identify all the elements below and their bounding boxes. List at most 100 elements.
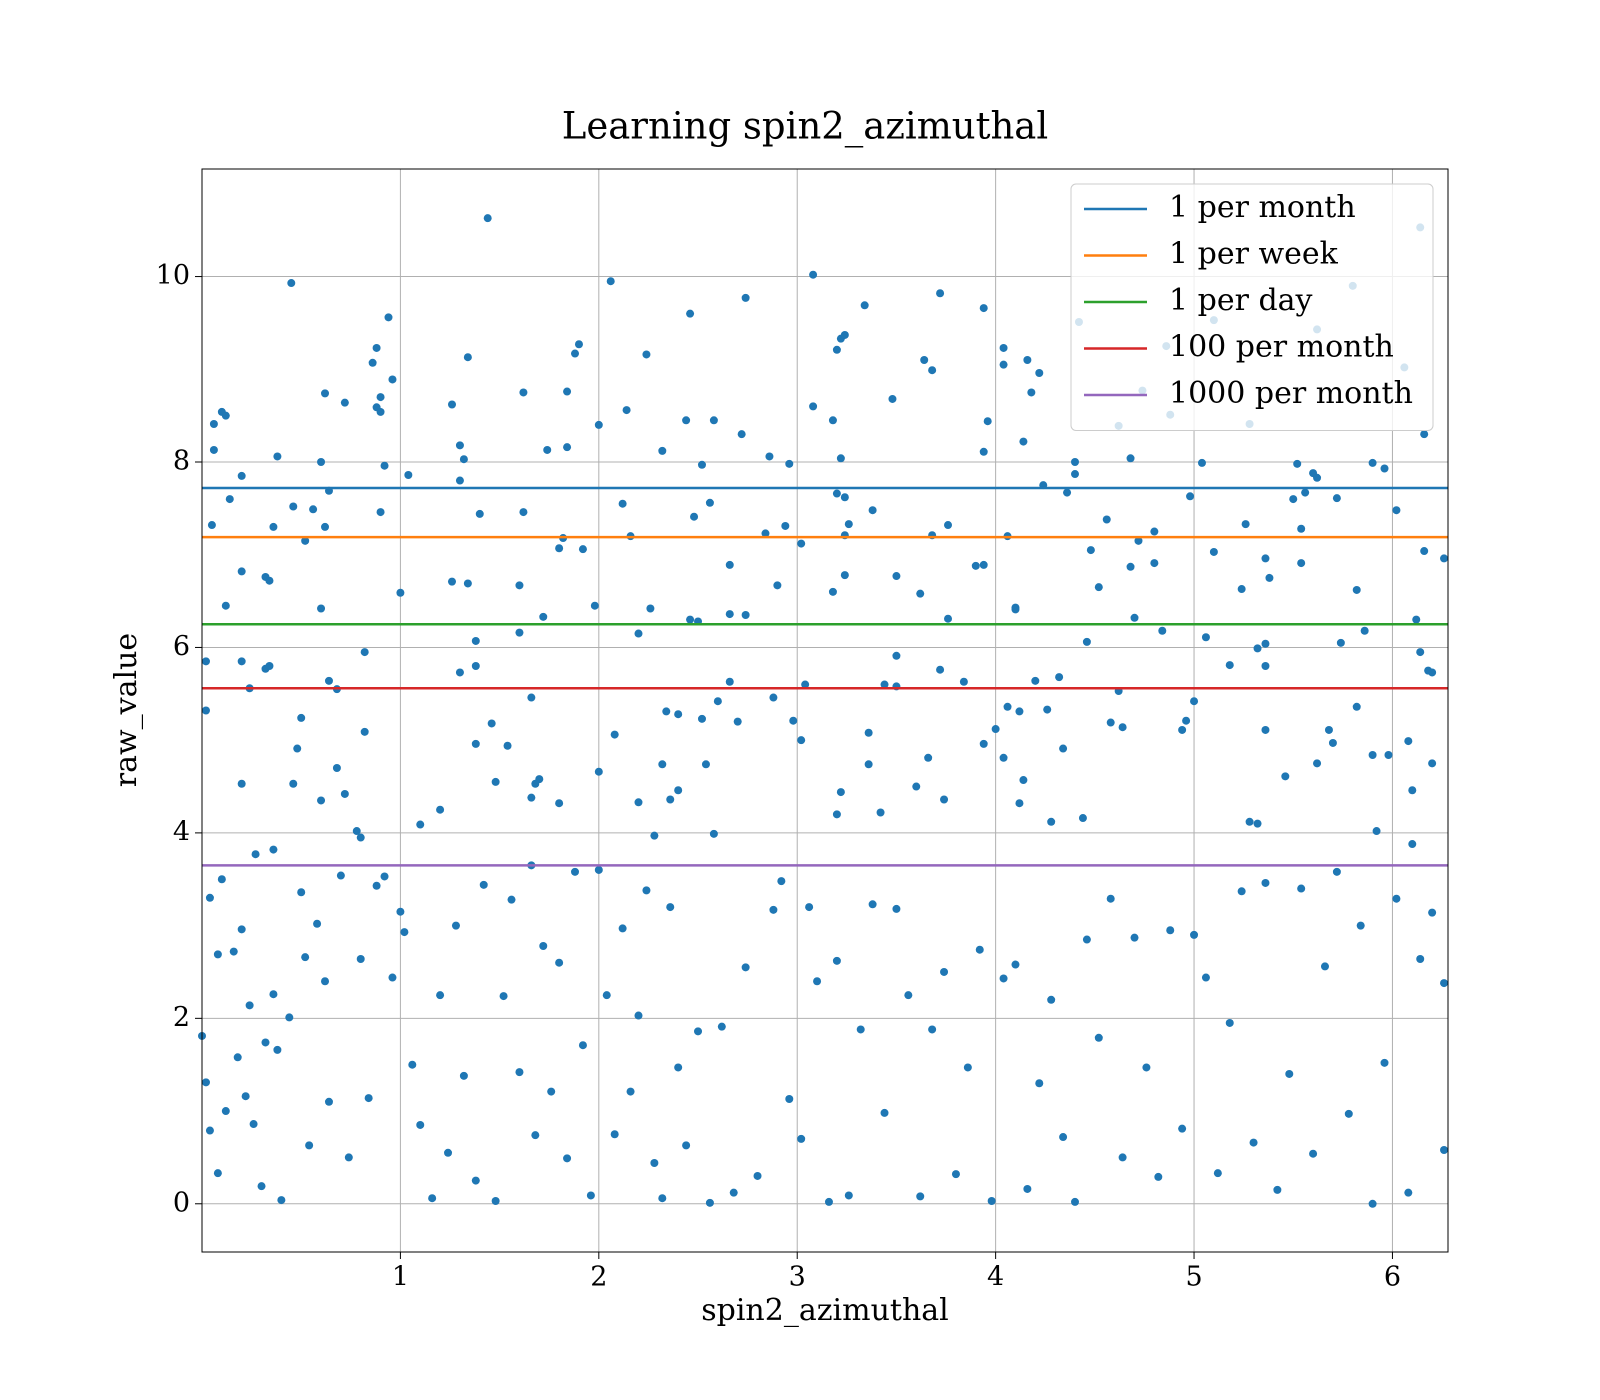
point (1440, 1146, 1449, 1155)
point (237, 567, 246, 576)
point (650, 1158, 659, 1167)
point (1309, 1149, 1318, 1158)
point (725, 610, 734, 619)
point (1094, 1033, 1103, 1042)
point (269, 990, 278, 999)
point (1102, 515, 1111, 524)
legend-label: 1000 per month (1169, 376, 1413, 411)
point (650, 831, 659, 840)
point (1094, 583, 1103, 592)
plot-frame (201, 168, 1449, 1253)
point (713, 697, 722, 706)
x-tick-label: 6 (1384, 1262, 1401, 1293)
point (297, 888, 306, 897)
point (376, 508, 385, 517)
point (809, 402, 818, 411)
point (241, 1092, 250, 1101)
point (1301, 488, 1310, 497)
point (1063, 488, 1072, 497)
point (293, 744, 302, 753)
point (451, 921, 460, 930)
point (1297, 884, 1306, 893)
point (376, 393, 385, 402)
point (725, 677, 734, 686)
point (1297, 524, 1306, 533)
point (979, 447, 988, 456)
point (813, 977, 822, 986)
point (936, 289, 945, 298)
point (376, 407, 385, 416)
point (916, 589, 925, 598)
point (1416, 648, 1425, 657)
point (924, 753, 933, 762)
point (269, 845, 278, 854)
point (741, 963, 750, 972)
point (225, 495, 234, 504)
point (491, 777, 500, 786)
point (305, 1141, 314, 1150)
point (277, 1196, 286, 1205)
point (674, 1063, 683, 1072)
point (928, 366, 937, 375)
point (1261, 554, 1270, 563)
point (868, 506, 877, 515)
point (1126, 562, 1135, 571)
point (317, 796, 326, 805)
point (940, 795, 949, 804)
point (626, 1087, 635, 1096)
point (1360, 626, 1369, 635)
point (646, 604, 655, 613)
point (1440, 979, 1449, 988)
point (543, 445, 552, 454)
point (261, 1038, 270, 1047)
point (1158, 626, 1167, 635)
point (610, 730, 619, 739)
point (666, 795, 675, 804)
point (1142, 1063, 1151, 1072)
point (221, 601, 230, 610)
point (590, 601, 599, 610)
point (1225, 661, 1234, 670)
point (725, 560, 734, 569)
point (372, 881, 381, 890)
point (1019, 776, 1028, 785)
point (1352, 702, 1361, 711)
point (694, 1027, 703, 1036)
point (313, 919, 322, 928)
point (1003, 702, 1012, 711)
point (674, 710, 683, 719)
point (380, 461, 389, 470)
point (289, 502, 298, 511)
point (940, 967, 949, 976)
point (515, 1068, 524, 1077)
point (539, 612, 548, 621)
point (1190, 930, 1199, 939)
point (221, 1107, 230, 1116)
point (1070, 458, 1079, 467)
point (1178, 725, 1187, 734)
point (1213, 1169, 1222, 1178)
x-tick-label: 4 (987, 1262, 1004, 1293)
point (265, 576, 274, 585)
point (936, 665, 945, 674)
point (1428, 908, 1437, 917)
point (662, 707, 671, 716)
point (213, 950, 222, 959)
point (733, 717, 742, 726)
point (785, 1095, 794, 1104)
point (289, 779, 298, 788)
point (1019, 437, 1028, 446)
point (1154, 1172, 1163, 1181)
point (1344, 1109, 1353, 1118)
point (1178, 1124, 1187, 1133)
point (297, 713, 306, 722)
point (1047, 995, 1056, 1004)
point (321, 389, 330, 398)
point (1237, 585, 1246, 594)
point (428, 1194, 437, 1203)
x-tick-label: 5 (1185, 1262, 1202, 1293)
point (828, 587, 837, 596)
point (527, 693, 536, 702)
point (317, 604, 326, 613)
